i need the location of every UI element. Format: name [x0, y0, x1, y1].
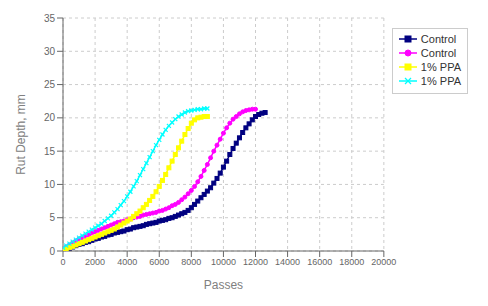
svg-text:8000: 8000	[181, 257, 201, 267]
svg-text:14000: 14000	[275, 257, 300, 267]
svg-text:2000: 2000	[85, 257, 105, 267]
svg-text:10: 10	[44, 179, 56, 190]
svg-text:0: 0	[60, 257, 65, 267]
svg-text:4000: 4000	[117, 257, 137, 267]
svg-text:20000: 20000	[371, 257, 396, 267]
svg-text:Passes: Passes	[204, 278, 243, 292]
svg-text:0: 0	[49, 246, 55, 257]
svg-text:6000: 6000	[149, 257, 169, 267]
svg-text:30: 30	[44, 46, 56, 57]
svg-text:16000: 16000	[307, 257, 332, 267]
html-text:Control: Control	[420, 47, 457, 59]
html-text:Control: Control	[420, 33, 457, 45]
svg-text:10000: 10000	[211, 257, 236, 267]
svg-text:5: 5	[49, 212, 55, 223]
svg-text:35: 35	[44, 13, 56, 24]
svg-text:12000: 12000	[243, 257, 268, 267]
svg-text:20: 20	[44, 112, 56, 123]
svg-text:25: 25	[44, 79, 56, 90]
svg-text:15: 15	[44, 146, 56, 157]
svg-text:18000: 18000	[339, 257, 364, 267]
svg-text:Rut Depth, mm: Rut Depth, mm	[14, 94, 28, 175]
html-text:1% PPA: 1% PPA	[420, 75, 461, 87]
html-text:1% PPA: 1% PPA	[420, 61, 461, 73]
